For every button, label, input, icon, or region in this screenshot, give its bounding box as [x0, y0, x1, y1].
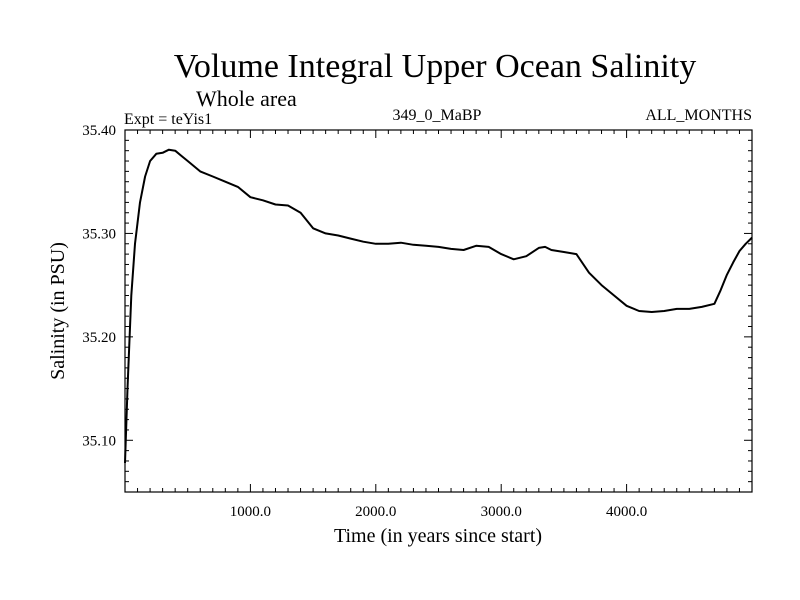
- x-tick-label: 4000.0: [606, 504, 647, 520]
- y-tick-label: 35.30: [82, 226, 116, 242]
- x-axis-label: Time (in years since start): [334, 525, 542, 547]
- salinity-series-line: [124, 148, 753, 464]
- y-tick-label: 35.20: [82, 330, 116, 346]
- run-label: 349_0_MaBP: [393, 107, 482, 124]
- y-tick-label: 35.10: [82, 433, 116, 449]
- experiment-label: Expt = teYis1: [124, 111, 212, 128]
- x-tick-label: 3000.0: [481, 504, 522, 520]
- x-tick-labels: 1000.0 2000.0 3000.0 4000.0: [230, 504, 647, 520]
- tick-marks: [124, 129, 753, 493]
- y-tick-label: 35.40: [82, 123, 116, 139]
- chart-subtitle: Whole area: [196, 86, 297, 111]
- chart-title: Volume Integral Upper Ocean Salinity: [174, 48, 696, 85]
- x-tick-label: 1000.0: [230, 504, 271, 520]
- y-tick-labels: 35.10 35.20 35.30 35.40: [82, 123, 116, 449]
- y-axis-label: Salinity (in PSU): [47, 242, 69, 380]
- period-label: ALL_MONTHS: [645, 107, 752, 124]
- x-tick-label: 2000.0: [355, 504, 396, 520]
